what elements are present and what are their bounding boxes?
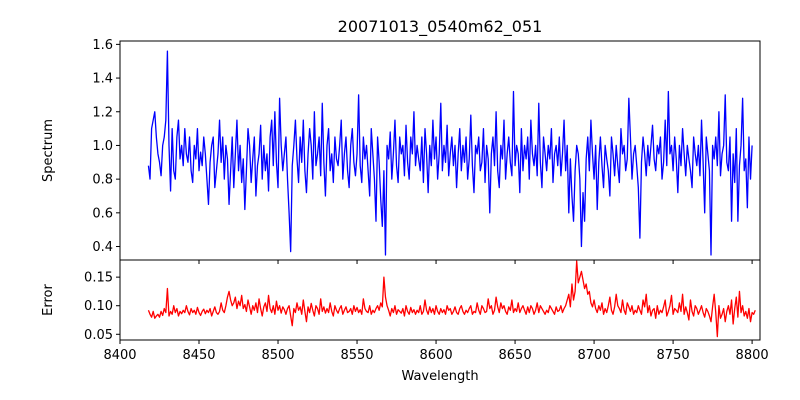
error-x-tick-label: 8750 bbox=[657, 348, 690, 363]
error-y-axis-label: Error bbox=[41, 284, 56, 316]
error-x-tick-label: 8600 bbox=[420, 348, 453, 363]
error-x-tick-label: 8400 bbox=[103, 348, 136, 363]
error-series-line bbox=[147, 260, 756, 338]
error-x-axis-label: Wavelength bbox=[401, 369, 478, 384]
error-y-tick-label: 0.15 bbox=[84, 271, 113, 286]
spectrum-y-tick-label: 1.4 bbox=[92, 72, 113, 87]
error-panel-frame bbox=[119, 259, 761, 341]
chart-title: 20071013_0540m62_051 bbox=[338, 17, 543, 37]
error-x-tick-label: 8500 bbox=[261, 348, 294, 363]
error-x-tick-label: 8650 bbox=[499, 348, 532, 363]
spectrum-y-tick-label: 1.2 bbox=[92, 105, 113, 120]
error-x-tick-label: 8700 bbox=[578, 348, 611, 363]
spectrum-y-tick-label: 0.4 bbox=[92, 240, 113, 255]
error-y-tick-label: 0.05 bbox=[84, 328, 113, 343]
spectrum-y-axis-label: Spectrum bbox=[41, 119, 56, 182]
spectrum-y-tick-label: 1.6 bbox=[92, 38, 113, 53]
error-x-tick-label: 8450 bbox=[182, 348, 215, 363]
error-x-tick-label: 8800 bbox=[736, 348, 769, 363]
spectrum-y-tick-label: 0.8 bbox=[92, 173, 113, 188]
spectrum-y-tick-label: 1.0 bbox=[92, 139, 113, 154]
spectrum-series-line bbox=[147, 50, 753, 256]
error-x-tick-label: 8550 bbox=[340, 348, 373, 363]
error-y-tick-label: 0.10 bbox=[84, 299, 113, 314]
spectrum-y-tick-label: 0.6 bbox=[92, 206, 113, 221]
